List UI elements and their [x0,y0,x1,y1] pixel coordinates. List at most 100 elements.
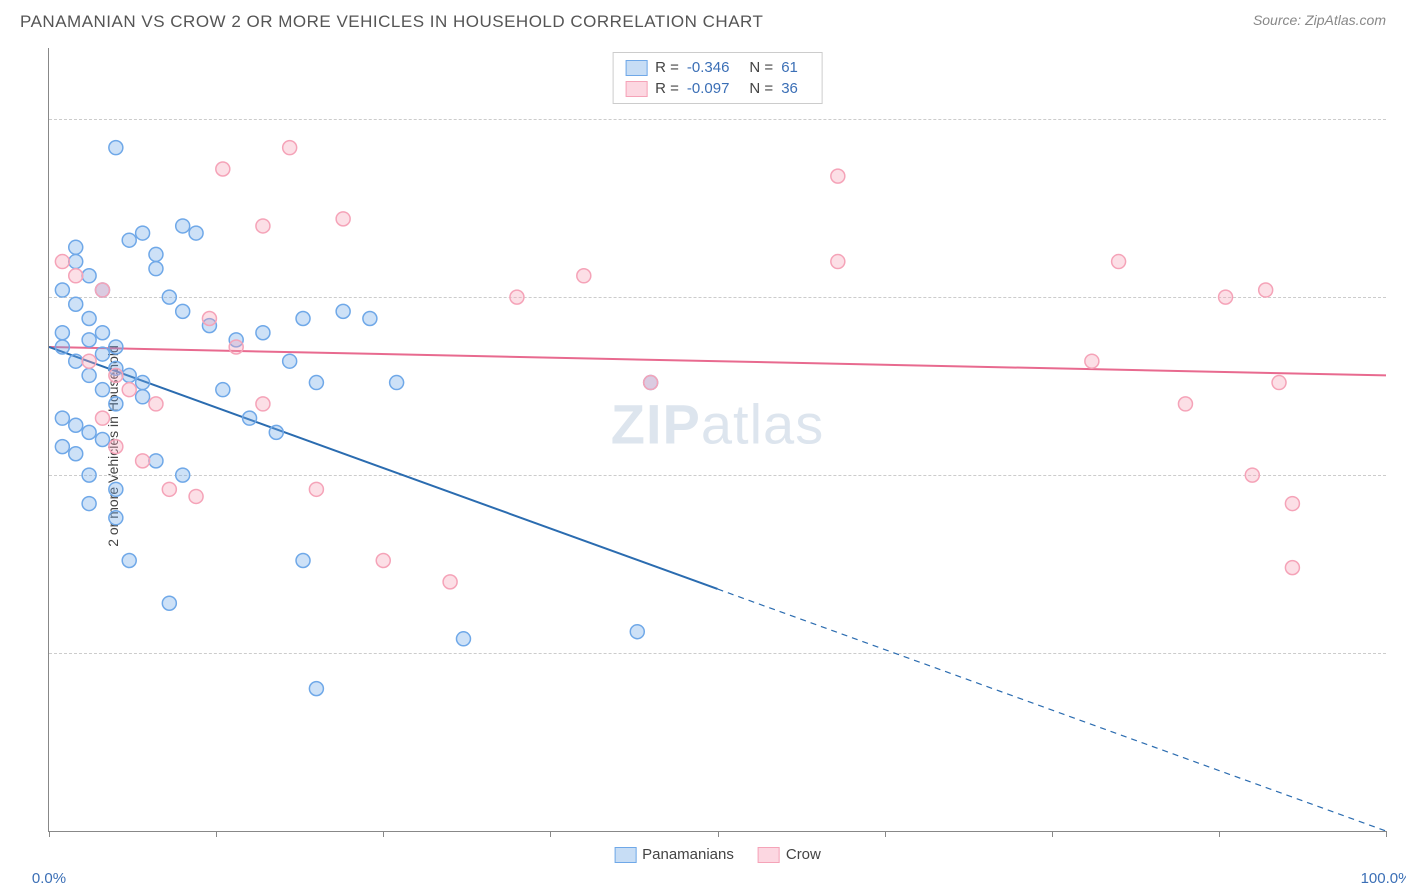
data-point [456,632,470,646]
data-point [95,433,109,447]
n-label: N = [749,80,773,97]
legend-label-panamanians: Panamanians [642,846,734,863]
data-point [69,297,83,311]
data-point [256,397,270,411]
data-point [309,482,323,496]
data-point [82,425,96,439]
r-label: R = [655,59,679,76]
data-point [309,376,323,390]
data-point [109,340,123,354]
data-point [216,383,230,397]
data-point [122,233,136,247]
chart-title: PANAMANIAN VS CROW 2 OR MORE VEHICLES IN… [20,12,763,32]
data-point [69,418,83,432]
data-point [82,354,96,368]
x-tick-mark [49,831,50,837]
source-name: ZipAtlas.com [1305,12,1386,28]
data-point [269,425,283,439]
data-point [109,368,123,382]
data-point [1085,354,1099,368]
data-point [831,169,845,183]
data-point [189,226,203,240]
data-point [1178,397,1192,411]
data-point [109,482,123,496]
y-tick-label: 25.0% [1396,645,1406,662]
n-value-panamanians: 61 [781,59,798,76]
data-point [136,454,150,468]
data-point [283,354,297,368]
x-tick-label: 0.0% [32,870,66,887]
data-point [630,625,644,639]
data-point [1272,376,1286,390]
data-point [216,162,230,176]
x-tick-mark [550,831,551,837]
data-point [1245,468,1259,482]
data-point [376,554,390,568]
x-tick-mark [216,831,217,837]
data-point [1112,255,1126,269]
n-label: N = [749,59,773,76]
data-point [122,383,136,397]
data-point [55,255,69,269]
data-point [176,304,190,318]
data-point [256,219,270,233]
data-point [336,212,350,226]
source-attribution: Source: ZipAtlas.com [1253,12,1386,28]
swatch-crow-icon [758,847,780,863]
data-point [149,454,163,468]
data-point [95,411,109,425]
x-tick-label: 100.0% [1361,870,1406,887]
data-point [95,283,109,297]
data-point [243,411,257,425]
data-point [296,311,310,325]
data-point [55,326,69,340]
data-point [443,575,457,589]
x-tick-mark [383,831,384,837]
data-point [136,390,150,404]
stats-legend-box: R = -0.346 N = 61 R = -0.097 N = 36 [612,52,823,104]
data-point [336,304,350,318]
x-tick-mark [1386,831,1387,837]
data-point [162,482,176,496]
data-point [510,290,524,304]
stats-row-crow: R = -0.097 N = 36 [625,78,810,99]
data-point [82,311,96,325]
data-point [69,240,83,254]
data-point [109,141,123,155]
r-label: R = [655,80,679,97]
data-point [69,269,83,283]
data-point [69,447,83,461]
data-point [162,290,176,304]
data-point [162,596,176,610]
data-point [122,554,136,568]
scatter-plot-svg [49,48,1386,831]
data-point [55,411,69,425]
data-point [69,354,83,368]
x-tick-mark [885,831,886,837]
data-point [256,326,270,340]
data-point [577,269,591,283]
data-point [644,376,658,390]
data-point [296,554,310,568]
regression-line-crow [49,347,1386,375]
data-point [1285,497,1299,511]
legend-label-crow: Crow [786,846,821,863]
swatch-crow [625,81,647,97]
data-point [55,440,69,454]
data-point [149,247,163,261]
data-point [229,340,243,354]
data-point [136,226,150,240]
data-point [82,468,96,482]
data-point [69,255,83,269]
data-point [95,326,109,340]
data-point [202,311,216,325]
data-point [109,511,123,525]
n-value-crow: 36 [781,80,798,97]
y-tick-label: 75.0% [1396,289,1406,306]
y-tick-label: 100.0% [1396,111,1406,128]
data-point [82,497,96,511]
data-point [176,219,190,233]
data-point [1219,290,1233,304]
data-point [149,397,163,411]
legend-item-crow: Crow [758,846,821,863]
